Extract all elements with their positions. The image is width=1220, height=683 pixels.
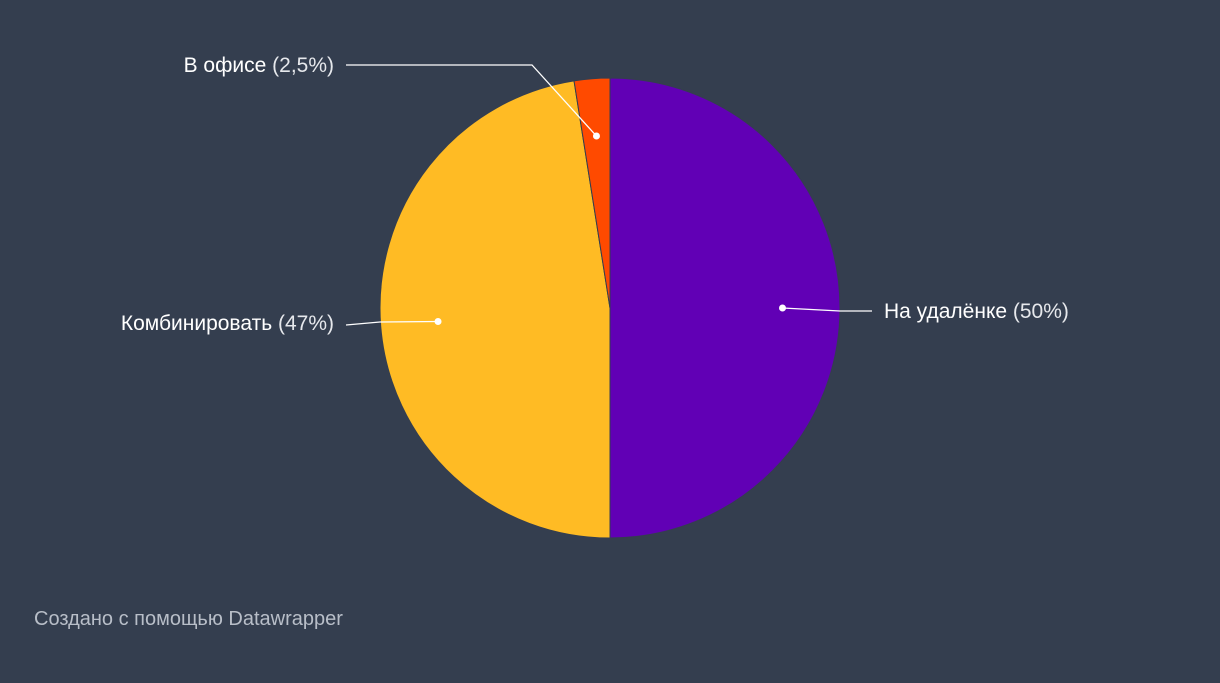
slices-layer <box>379 77 841 539</box>
leader-dot <box>592 132 600 140</box>
pie-slice <box>379 80 611 539</box>
slice-label: Комбинировать (47%) <box>121 312 334 335</box>
leader-line <box>345 320 439 326</box>
leader-lines-layer <box>345 64 872 326</box>
leader-dot <box>434 318 442 326</box>
pie-slice <box>609 77 841 539</box>
slice-label-name: В офисе <box>184 54 267 77</box>
leader-line <box>782 307 872 312</box>
pie-slice <box>573 77 611 309</box>
slice-label-name: Комбинировать <box>121 312 272 335</box>
slice-label-name: На удалёнке <box>884 300 1007 323</box>
slice-label: На удалёнке (50%) <box>884 300 1069 323</box>
leader-dot <box>779 304 786 312</box>
labels-layer: На удалёнке (50%) Комбинировать (47%) В оф… <box>121 54 1069 335</box>
slice-label-percent: (47%) <box>272 312 334 335</box>
footer-credit: Создано с помощью Datawrapper <box>34 608 343 630</box>
slice-label: В офисе (2,5%) <box>184 54 334 77</box>
slice-label-percent: (50%) <box>1007 300 1069 323</box>
slice-label-percent: (2,5%) <box>266 54 334 77</box>
leader-line <box>346 64 597 137</box>
